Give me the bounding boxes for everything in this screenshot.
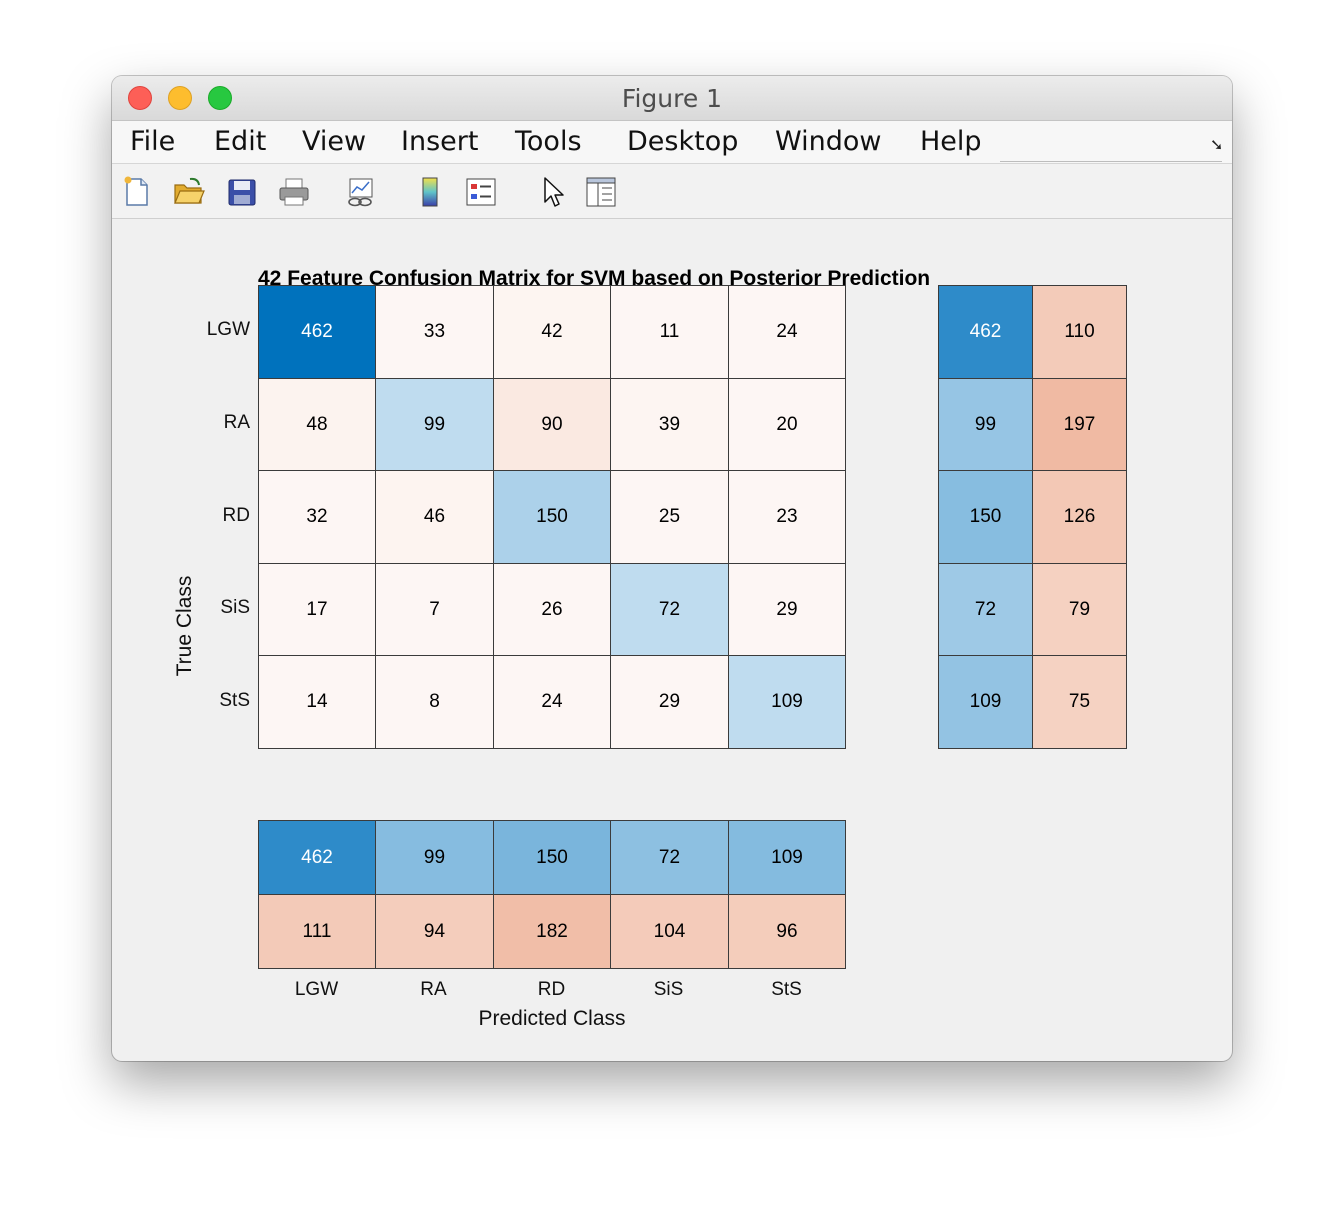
- row-summary-cell: 110: [1032, 285, 1127, 379]
- matrix-cell: 46: [375, 470, 494, 564]
- menu-separator: [1000, 161, 1222, 162]
- menu-edit[interactable]: Edit: [214, 126, 267, 157]
- print-icon[interactable]: [277, 175, 311, 209]
- matrix-cell: 39: [610, 378, 729, 471]
- matrix-cell: 109: [728, 655, 846, 749]
- title-bar[interactable]: Figure 1: [112, 76, 1232, 121]
- menu-desktop[interactable]: Desktop: [627, 126, 739, 157]
- matrix-cell: 90: [493, 378, 611, 471]
- matrix-cell: 17: [258, 563, 376, 656]
- menu-view[interactable]: View: [302, 126, 367, 157]
- y-tick-label: RA: [223, 412, 250, 433]
- row-summary-cell: 462: [938, 285, 1033, 379]
- figure-window: Figure 1 File Edit View Insert Tools Des…: [112, 76, 1232, 1061]
- column-summary-cell: 104: [610, 894, 729, 969]
- matrix-cell: 99: [375, 378, 494, 471]
- matrix-cell: 20: [728, 378, 846, 471]
- matrix-cell: 29: [728, 563, 846, 656]
- new-file-icon[interactable]: [120, 175, 154, 209]
- y-tick-label: RD: [222, 505, 250, 526]
- x-tick-label: RD: [537, 979, 566, 1000]
- legend-icon[interactable]: [464, 175, 498, 209]
- row-summary-cell: 79: [1032, 563, 1127, 656]
- menu-help[interactable]: Help: [920, 126, 982, 157]
- x-tick-label: RA: [420, 979, 447, 1000]
- matrix-cell: 14: [258, 655, 376, 749]
- minimize-button[interactable]: [168, 86, 192, 110]
- menu-bar: File Edit View Insert Tools Desktop Wind…: [112, 121, 1232, 164]
- matrix-cell: 462: [258, 285, 376, 379]
- x-tick-label: SiS: [653, 979, 684, 1000]
- matrix-cell: 48: [258, 378, 376, 471]
- matrix-cell: 23: [728, 470, 846, 564]
- column-summary-cell: 182: [493, 894, 611, 969]
- x-axis-label: Predicted Class: [478, 1007, 626, 1030]
- property-editor-icon[interactable]: [584, 175, 618, 209]
- column-summary-cell: 94: [375, 894, 494, 969]
- matrix-cell: 7: [375, 563, 494, 656]
- column-summary-cell: 109: [728, 820, 846, 895]
- matrix-cell: 25: [610, 470, 729, 564]
- close-button[interactable]: [128, 86, 152, 110]
- x-tick-label: LGW: [294, 979, 339, 1000]
- menu-file[interactable]: File: [130, 126, 176, 157]
- matrix-cell: 72: [610, 563, 729, 656]
- link-plot-icon[interactable]: [344, 175, 378, 209]
- window-title: Figure 1: [621, 84, 723, 113]
- row-summary-cell: 126: [1032, 470, 1127, 564]
- matrix-cell: 150: [493, 470, 611, 564]
- x-tick-label: StS: [771, 979, 802, 1000]
- row-summary-cell: 150: [938, 470, 1033, 564]
- matrix-cell: 24: [728, 285, 846, 379]
- column-summary-cell: 72: [610, 820, 729, 895]
- column-summary-cell: 111: [258, 894, 376, 969]
- save-icon[interactable]: [225, 175, 259, 209]
- y-tick-label: StS: [219, 690, 250, 711]
- matrix-cell: 29: [610, 655, 729, 749]
- row-summary-cell: 109: [938, 655, 1033, 749]
- column-summary-cell: 150: [493, 820, 611, 895]
- chart-title: 42 Feature Confusion Matrix for SVM base…: [258, 267, 931, 290]
- dock-arrow-icon[interactable]: ➘: [1210, 137, 1224, 154]
- open-folder-icon[interactable]: [172, 175, 206, 209]
- zoom-button[interactable]: [208, 86, 232, 110]
- row-summary-cell: 99: [938, 378, 1033, 471]
- menu-tools[interactable]: Tools: [515, 126, 582, 157]
- y-axis-label: True Class: [173, 575, 196, 677]
- row-summary-cell: 197: [1032, 378, 1127, 471]
- y-tick-label: SiS: [220, 597, 250, 618]
- matrix-cell: 42: [493, 285, 611, 379]
- matrix-cell: 32: [258, 470, 376, 564]
- matrix-cell: 26: [493, 563, 611, 656]
- row-summary-cell: 72: [938, 563, 1033, 656]
- matrix-cell: 11: [610, 285, 729, 379]
- menu-insert[interactable]: Insert: [401, 126, 479, 157]
- column-summary-cell: 462: [258, 820, 376, 895]
- matrix-cell: 8: [375, 655, 494, 749]
- toolbar: [112, 164, 1232, 219]
- matrix-cell: 33: [375, 285, 494, 379]
- colorbar-icon[interactable]: [413, 175, 447, 209]
- plot-area: 42 Feature Confusion Matrix for SVM base…: [112, 219, 1232, 1061]
- row-summary-cell: 75: [1032, 655, 1127, 749]
- y-tick-label: LGW: [206, 319, 250, 340]
- menu-window[interactable]: Window: [775, 126, 882, 157]
- column-summary-cell: 99: [375, 820, 494, 895]
- matrix-cell: 24: [493, 655, 611, 749]
- column-summary-cell: 96: [728, 894, 846, 969]
- pointer-icon[interactable]: [536, 175, 570, 209]
